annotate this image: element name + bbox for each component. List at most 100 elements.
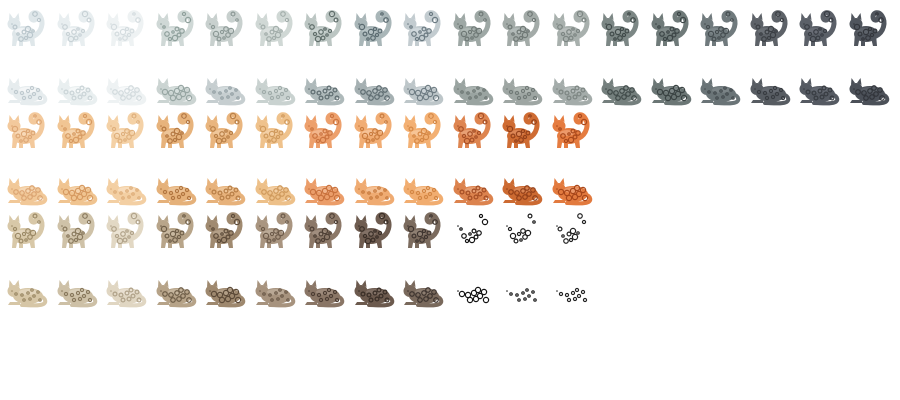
cat-sprite-standing xyxy=(400,212,444,252)
cat-sprite-crouching xyxy=(400,166,444,206)
cat-crouching-icon xyxy=(304,280,345,308)
cat-sprite-standing xyxy=(54,212,98,252)
cat-sprite-crouching xyxy=(499,166,543,206)
cat-sprite-crouching xyxy=(103,66,147,106)
cat-sprite-crouching xyxy=(648,66,692,106)
cat-standing-icon xyxy=(255,212,292,248)
cat-sprite-crouching xyxy=(796,66,840,106)
cat-crouching-icon xyxy=(403,178,444,206)
cat-sprite-crouching xyxy=(153,66,197,106)
cat-sprite-standing xyxy=(351,112,395,152)
cat-standing-icon xyxy=(255,10,292,46)
cat-standing-icon xyxy=(502,112,540,148)
cat-standing-icon xyxy=(552,112,589,148)
sprite-row-3 xyxy=(4,112,598,152)
cat-crouching-icon xyxy=(205,78,246,106)
cat-standing-icon xyxy=(403,212,441,248)
cat-standing-icon xyxy=(156,112,193,148)
cat-sprite-crouching xyxy=(351,166,395,206)
cat-standing-icon xyxy=(651,10,688,46)
cat-crouching-icon xyxy=(601,78,642,106)
cat-sprite-standing xyxy=(796,10,840,50)
cat-standing-icon xyxy=(7,212,45,248)
cat-sprite-crouching xyxy=(54,268,98,308)
cat-crouching-icon xyxy=(552,78,592,106)
cat-sprite-standing xyxy=(648,10,692,50)
cat-standing-icon xyxy=(304,112,342,148)
cat-sprite-crouching xyxy=(301,66,345,106)
cat-sprite-standing xyxy=(202,212,246,252)
sprite-row-1 xyxy=(4,10,895,50)
cat-standing-icon xyxy=(502,212,540,248)
cat-sprite-crouching xyxy=(202,166,246,206)
cat-sprite-standing xyxy=(549,10,593,50)
cat-standing-icon xyxy=(205,212,243,248)
cat-sprite-standing xyxy=(846,10,890,50)
cat-crouching-icon xyxy=(552,280,592,308)
cat-crouching-icon xyxy=(156,78,196,106)
cat-sprite-standing xyxy=(252,112,296,152)
cat-sprite-standing xyxy=(103,112,147,152)
cat-standing-icon xyxy=(106,10,144,46)
cat-sprite-crouching xyxy=(103,166,147,206)
cat-standing-icon xyxy=(205,10,243,46)
cat-sprite-standing xyxy=(103,10,147,50)
cat-standing-icon xyxy=(453,212,490,248)
cat-sprite-crouching xyxy=(252,66,296,106)
cat-crouching-icon xyxy=(304,78,345,106)
sprite-row-4 xyxy=(4,166,598,206)
cat-sprite-crouching xyxy=(697,66,741,106)
cat-sprite-crouching xyxy=(400,268,444,308)
cat-crouching-icon xyxy=(205,178,246,206)
cat-crouching-icon xyxy=(106,280,147,308)
cat-standing-icon xyxy=(354,10,391,46)
cat-crouching-icon xyxy=(106,178,147,206)
cat-crouching-icon xyxy=(7,178,48,206)
cat-sprite-standing xyxy=(351,10,395,50)
cat-standing-icon xyxy=(7,112,45,148)
cat-standing-icon xyxy=(106,212,144,248)
cat-sprite-standing xyxy=(252,212,296,252)
cat-standing-icon xyxy=(453,10,490,46)
cat-crouching-icon xyxy=(354,78,394,106)
cat-sprite-crouching xyxy=(252,166,296,206)
cat-sprite-crouching xyxy=(351,66,395,106)
cat-sprite-standing xyxy=(450,212,494,252)
cat-sprite-crouching xyxy=(499,66,543,106)
cat-sprite-crouching xyxy=(4,166,48,206)
cat-crouching-icon xyxy=(354,280,394,308)
cat-sprite-crouching xyxy=(54,166,98,206)
cat-sprite-standing xyxy=(153,112,197,152)
cat-standing-icon xyxy=(403,10,441,46)
cat-sprite-standing xyxy=(400,10,444,50)
cat-sprite-standing xyxy=(450,112,494,152)
cat-sprite-crouching xyxy=(4,268,48,308)
cat-sprite-crouching xyxy=(450,66,494,106)
cat-sprite-standing xyxy=(598,10,642,50)
cat-sprite-crouching xyxy=(351,268,395,308)
cat-crouching-icon xyxy=(304,178,345,206)
cat-sprite-standing xyxy=(4,10,48,50)
cat-standing-icon xyxy=(304,10,342,46)
cat-crouching-icon xyxy=(403,78,444,106)
cat-crouching-icon xyxy=(255,280,295,308)
cat-sprite-standing xyxy=(103,212,147,252)
cat-standing-icon xyxy=(849,10,886,46)
cat-standing-icon xyxy=(7,10,45,46)
cat-sprite-standing xyxy=(351,212,395,252)
cat-crouching-icon xyxy=(255,178,295,206)
cat-crouching-icon xyxy=(700,78,741,106)
cat-sprite-crouching xyxy=(153,166,197,206)
cat-sprite-crouching xyxy=(301,268,345,308)
cat-sprite-standing xyxy=(499,112,543,152)
cat-standing-icon xyxy=(57,212,94,248)
cat-crouching-icon xyxy=(57,280,97,308)
cat-standing-icon xyxy=(799,10,837,46)
cat-crouching-icon xyxy=(552,178,592,206)
cat-crouching-icon xyxy=(255,78,295,106)
cat-sprite-standing xyxy=(4,112,48,152)
cat-sprite-crouching xyxy=(153,268,197,308)
cat-sprite-standing xyxy=(697,10,741,50)
cat-sprite-crouching xyxy=(549,66,593,106)
